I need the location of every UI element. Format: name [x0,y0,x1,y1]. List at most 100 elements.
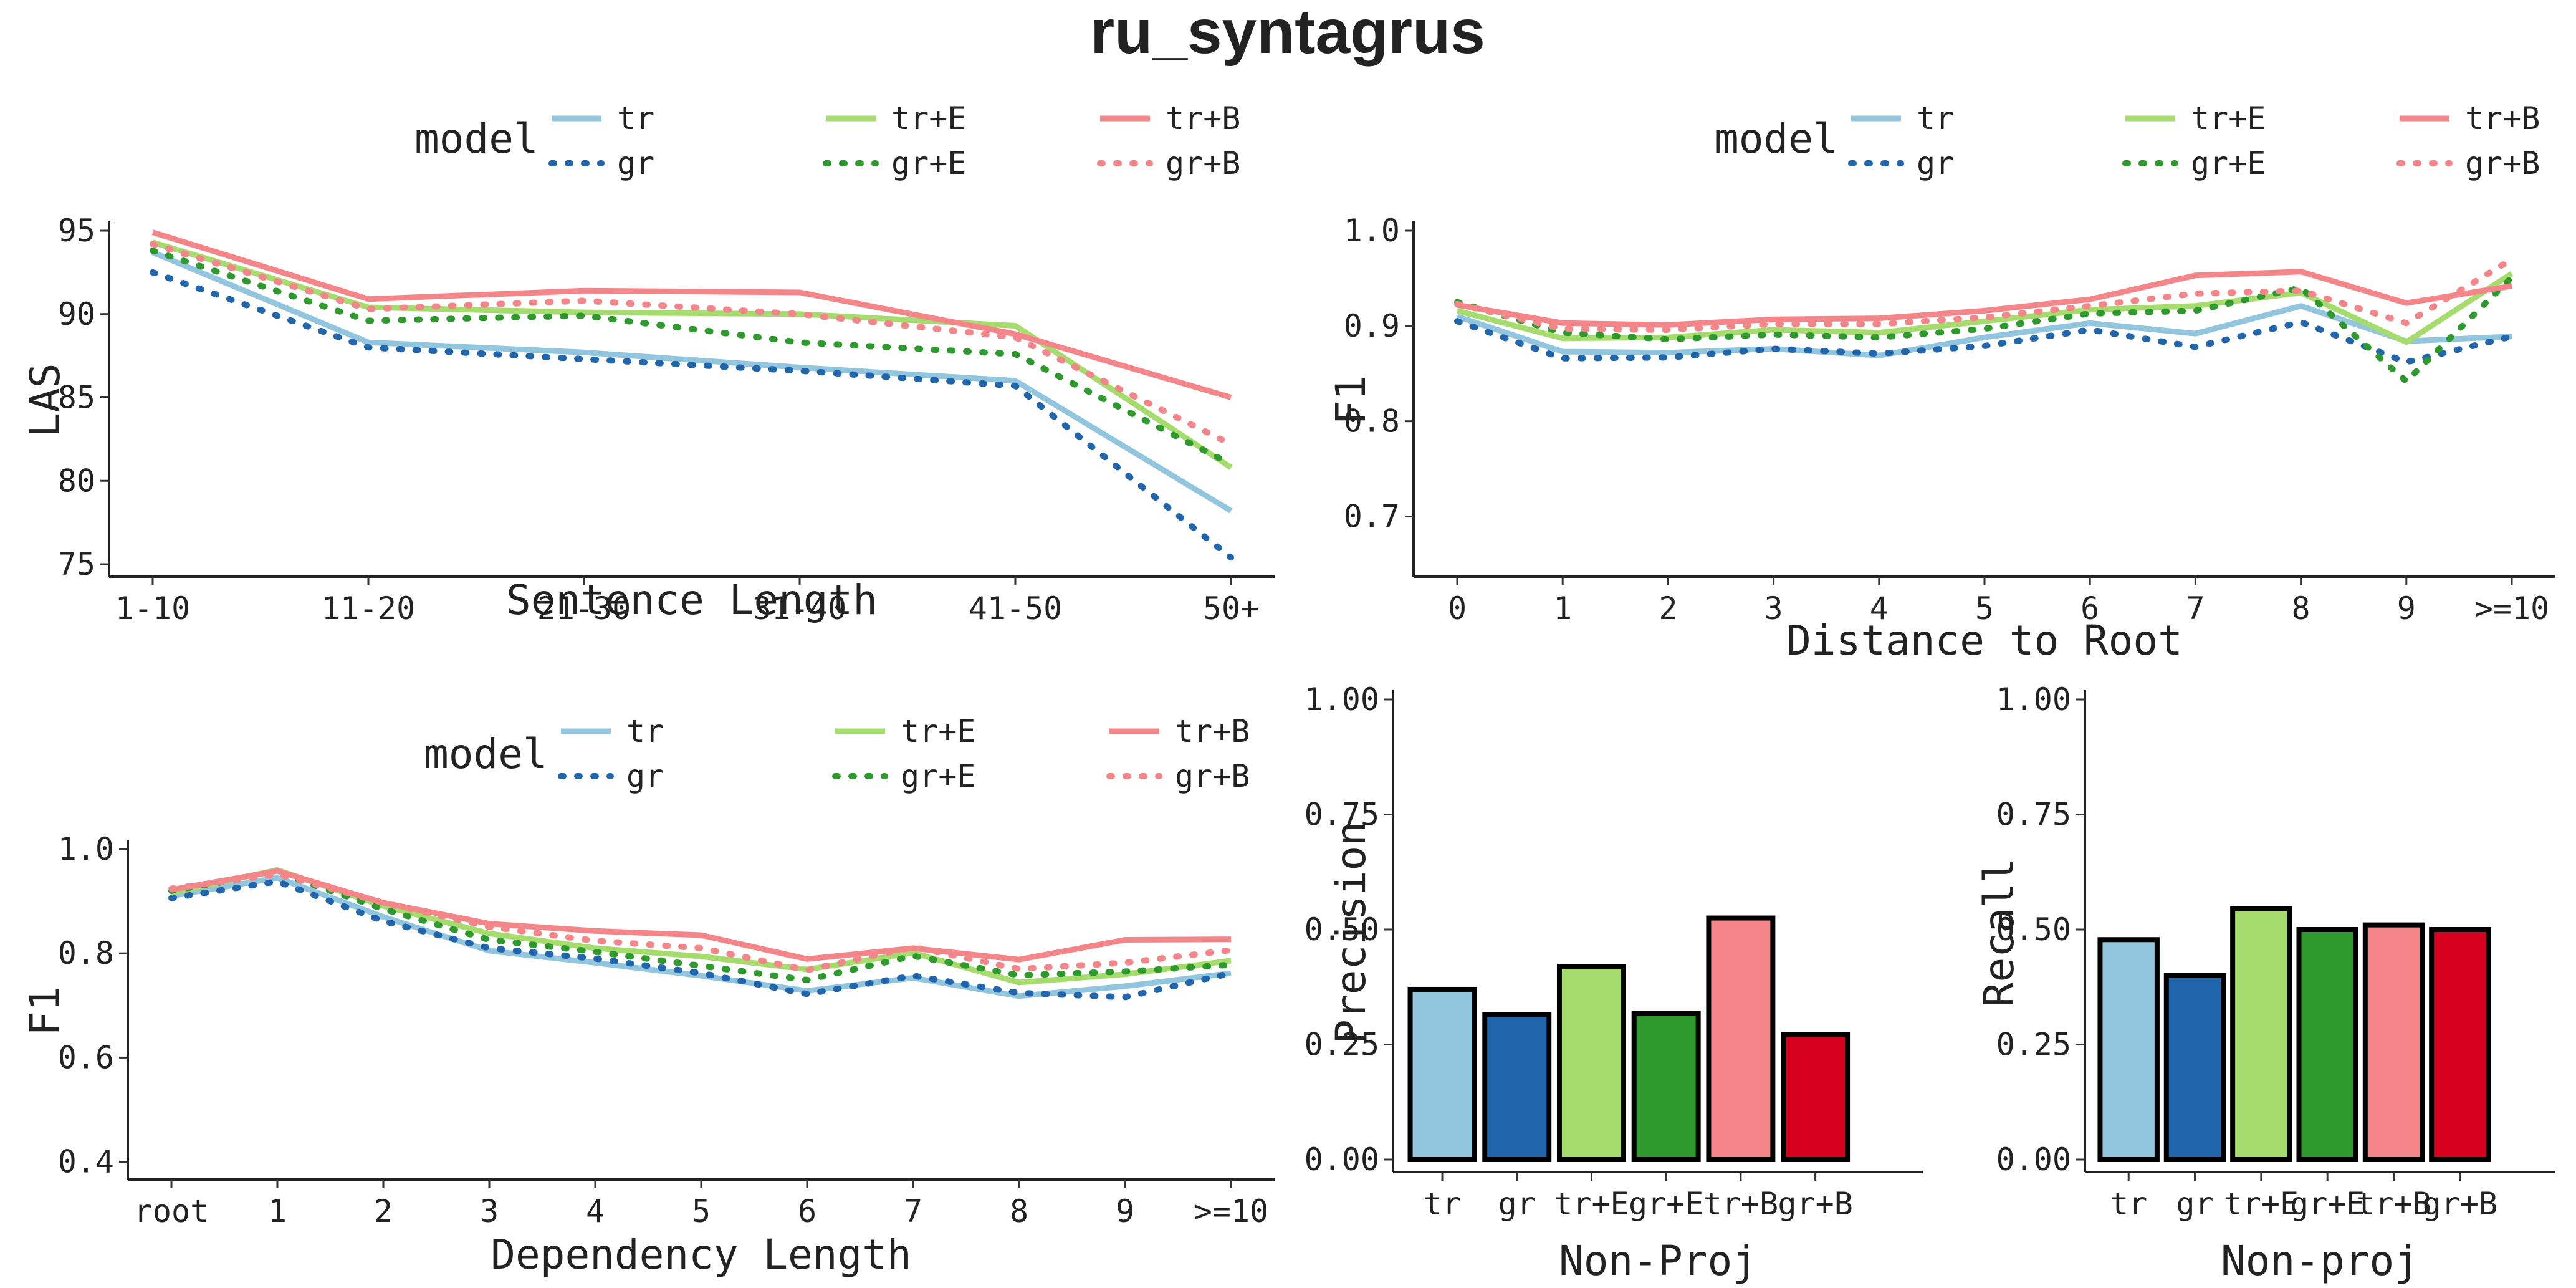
x-tick-label: 9 [1116,1193,1134,1229]
x-tick-label: gr [1498,1186,1536,1222]
y-tick-label: 0.4 [58,1144,114,1180]
x-tick-label: 3 [480,1193,499,1229]
y-axis-title: Recall [1975,858,2023,1007]
x-tick-label: 6 [798,1193,816,1229]
y-tick-label: 0.50 [1305,911,1379,948]
panel-4: 0.00 0.25 0.50 0.75 1.00 tr gr tr+E gr+E tr+B gr+B… [1305,681,1923,1285]
y-tick-label: 0.75 [1996,797,2071,833]
legend-label-gr+E: gr+E [891,145,966,181]
bar-gr+E [1631,1011,1701,1163]
bar-tr [2097,937,2160,1162]
legend: model tr tr+E tr+B gr gr+E gr+B [1714,100,2540,181]
legend: model tr tr+E tr+B gr gr+E gr+B [424,713,1250,794]
x-tick-label: 3 [1764,590,1783,627]
series-line-tr+B [1457,269,2512,328]
x-tick-label: tr+B [1703,1186,1778,1222]
legend-label-tr+B: tr+B [1166,100,1240,137]
legend-title: model [1714,115,1838,163]
y-tick-label: 85 [58,380,95,416]
series-line-gr [168,878,1234,1001]
legend-label-gr+B: gr+B [1175,758,1250,794]
legend-label-gr: gr [626,758,664,794]
x-tick-label: 50+ [1203,590,1259,627]
legend-label-gr+B: gr+B [1166,145,1240,181]
y-tick-label: 1.00 [1996,681,2071,718]
figure-title: ru_syntagrus [1090,0,1485,67]
legend-label-gr: gr [617,145,654,181]
series-line-gr+B [168,871,1234,973]
x-tick-label: 2 [374,1193,393,1229]
legend-label-gr+B: gr+B [2465,145,2540,181]
legend-label-tr: tr [626,713,664,749]
x-tick-label: 11-20 [322,590,416,627]
series-line-tr [1456,303,2512,358]
x-tick-label: 6 [2080,590,2099,627]
series-line-tr+B [151,229,1232,400]
legend-label-tr: tr [1917,100,1954,137]
y-axis-title: Precision [1327,821,1375,1044]
x-tick-label: 1 [268,1193,287,1229]
x-tick-label: 1 [1553,590,1572,627]
legend-label-tr+B: tr+B [1175,713,1250,749]
x-tick-label: >=10 [1194,1193,1268,1229]
legend-label-tr+B: tr+B [2465,100,2540,137]
x-axis-title: Non-proj [2221,1237,2419,1285]
series-line-tr+E [151,239,1233,470]
x-tick-label: gr [2176,1186,2213,1222]
y-tick-label: 0.50 [1996,911,2071,948]
y-tick-label: 80 [58,463,95,499]
x-tick-label: tr+B [2356,1186,2431,1222]
legend-label-tr+E: tr+E [891,100,966,137]
x-axis-title: Distance to Root [1786,617,2183,665]
y-tick-label: 0.8 [1344,403,1400,440]
x-tick-label: 1-10 [115,590,190,627]
bar-tr+B [1706,915,1776,1163]
x-tick-label: 31-40 [753,590,847,627]
y-axis-title: F1 [21,986,69,1036]
bar-tr+B [2362,922,2425,1162]
legend: model tr tr+E tr+B gr gr+E gr+B [414,100,1240,181]
y-tick-label: 90 [58,296,95,332]
x-axis-title: Sentence Length [506,576,878,624]
x-tick-label: >=10 [2474,590,2549,627]
series-line-tr [171,875,1232,999]
x-tick-label: gr+B [1778,1186,1852,1222]
panel-1: 75 80 85 90 95 1-10 11-20 21-30 31-40 41-50 50+ Sen… [21,100,1275,627]
x-tick-label: tr [2110,1186,2147,1222]
series-line-gr+B [150,241,1234,448]
y-tick-label: 95 [58,213,95,249]
panel-2: 0.7 0.8 0.9 1.0 0 1 2 3 4 5 6 7 8 9 >=10 Distance to Ro… [1327,100,2555,665]
y-tick-label: 0.25 [1305,1027,1379,1063]
x-tick-label: root [134,1193,209,1229]
y-axis-title: F1 [1327,375,1375,425]
legend-title: model [424,730,548,778]
series-line-gr+B [1454,256,2515,333]
series-line-gr [1454,318,2515,365]
x-tick-label: tr+E [2224,1186,2299,1222]
x-tick-label: 0 [1448,590,1467,627]
x-tick-label: gr+B [2423,1186,2497,1222]
series-line-tr [151,249,1233,514]
x-tick-label: 21-30 [537,590,631,627]
series-line-gr+E [168,869,1234,983]
x-tick-label: tr [1424,1186,1461,1222]
y-tick-label: 0.6 [58,1039,114,1075]
x-tick-label: 4 [1870,590,1889,627]
legend-label-tr+E: tr+E [2191,100,2266,137]
bar-gr [2163,973,2226,1163]
y-tick-label: 0.75 [1305,797,1379,833]
x-tick-label: 41-50 [969,590,1063,627]
bar-gr+B [1781,1032,1851,1163]
bar-tr+E [1556,964,1626,1163]
x-tick-label: 7 [2186,590,2205,627]
bar-tr+E [2230,906,2292,1163]
y-tick-label: 0.8 [58,935,114,971]
y-tick-label: 0.00 [1305,1141,1379,1178]
legend-label-gr: gr [1917,145,1954,181]
x-tick-label: 5 [1975,590,1994,627]
y-tick-label: 75 [58,546,95,582]
series-line-gr [150,269,1234,561]
series-line-gr+E [150,248,1234,468]
